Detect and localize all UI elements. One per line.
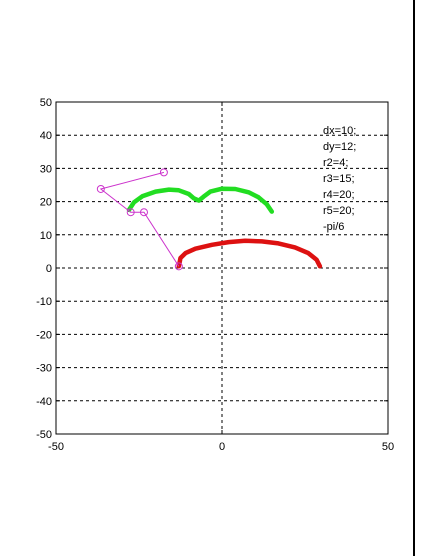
ticks: 50 40 30 20 10 0 -10 -20 -30 -40 -50-50 0 50 (36, 97, 394, 453)
y-tick-label: -20 (36, 329, 52, 341)
series-marker-2-4 (159, 168, 168, 177)
y-tick-label: -10 (36, 296, 52, 308)
y-tick-label: 10 (40, 230, 52, 242)
y-tick-label: 40 (40, 130, 52, 142)
annotation-line: r2=4; (323, 157, 348, 169)
window-edge (413, 0, 415, 556)
annotation-line: -pi/6 (323, 221, 344, 233)
x-tick-label: -50 (48, 441, 64, 453)
annotation-line: dy=12; (323, 141, 356, 153)
annotation-line: r3=15; (323, 173, 355, 185)
series-linkage-2 (99, 171, 180, 267)
series-layer (96, 168, 323, 271)
series-curve-0 (176, 238, 323, 269)
annotation-line: r5=20; (323, 205, 355, 217)
x-tick-label: 50 (382, 441, 394, 453)
annotation-block: dx=10; dy=12; r2=4; r3=15; r4=20; r5=20; -pi/6 (323, 125, 356, 233)
series-marker-2-1 (139, 208, 148, 217)
series-marker-2-3 (96, 184, 105, 193)
x-tick-label: 0 (219, 441, 225, 453)
annotation-line: dx=10; (323, 125, 356, 137)
series-marker-2-2 (126, 208, 135, 217)
annotation-line: r4=20; (323, 189, 355, 201)
y-tick-label: 30 (40, 163, 52, 175)
y-tick-label: -40 (36, 396, 52, 408)
grid-lines (56, 102, 388, 434)
series-marker-2-0 (174, 262, 183, 271)
y-tick-label: 0 (46, 263, 52, 275)
series-curve-1 (126, 186, 275, 214)
y-tick-label: 50 (40, 97, 52, 109)
y-tick-label: 20 (40, 197, 52, 209)
y-tick-label: -50 (36, 429, 52, 441)
y-tick-label: -30 (36, 363, 52, 375)
